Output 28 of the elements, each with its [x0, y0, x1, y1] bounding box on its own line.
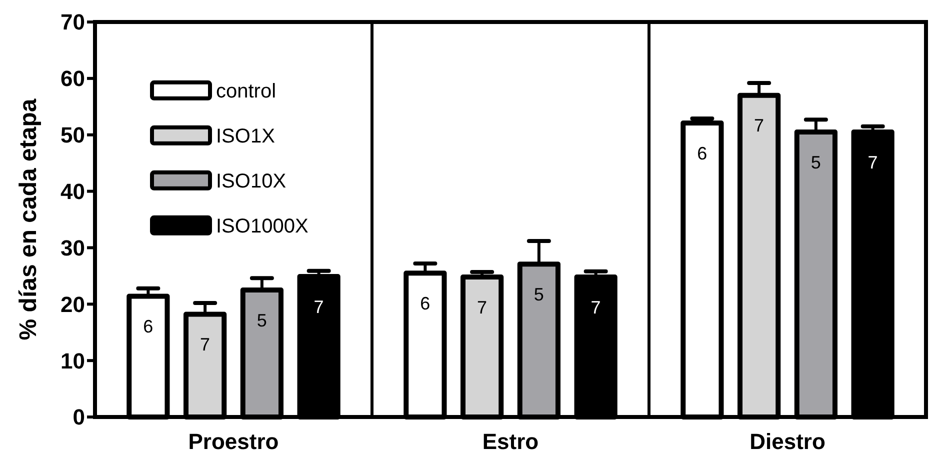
legend-label: ISO1X — [216, 125, 275, 148]
annotation: 7 — [590, 297, 601, 318]
legend-label: ISO10X — [216, 170, 286, 192]
y-tick-label: 0 — [72, 404, 85, 430]
annotation: 5 — [534, 284, 544, 304]
x-tick-label: Proestro — [188, 429, 279, 454]
y-tick-label: 30 — [60, 235, 85, 260]
legend-label: control — [216, 80, 276, 102]
y-tick-label: 20 — [60, 292, 85, 317]
x-tick-label: Estro — [482, 429, 539, 454]
x-tick-label: Diestro — [750, 429, 826, 454]
annotation: 5 — [256, 310, 267, 330]
legend-label: ISO1000X — [216, 215, 308, 238]
y-tick-label: 60 — [60, 66, 85, 92]
annotation: 7 — [754, 116, 764, 136]
annotation: 7 — [314, 296, 324, 317]
annotation: 7 — [868, 152, 878, 172]
y-tick-label: 50 — [60, 122, 85, 148]
y-axis-title: % días en cada etapa — [15, 98, 42, 340]
y-tick-label: 10 — [60, 348, 85, 374]
annotation: 5 — [810, 152, 821, 172]
annotation: 7 — [200, 334, 210, 355]
annotation: 6 — [143, 316, 154, 337]
annotation: 6 — [420, 293, 430, 314]
y-tick-label: 70 — [60, 10, 85, 35]
annotation: 7 — [477, 297, 488, 318]
y-tick-label: 40 — [60, 178, 85, 204]
annotation: 6 — [697, 143, 708, 164]
